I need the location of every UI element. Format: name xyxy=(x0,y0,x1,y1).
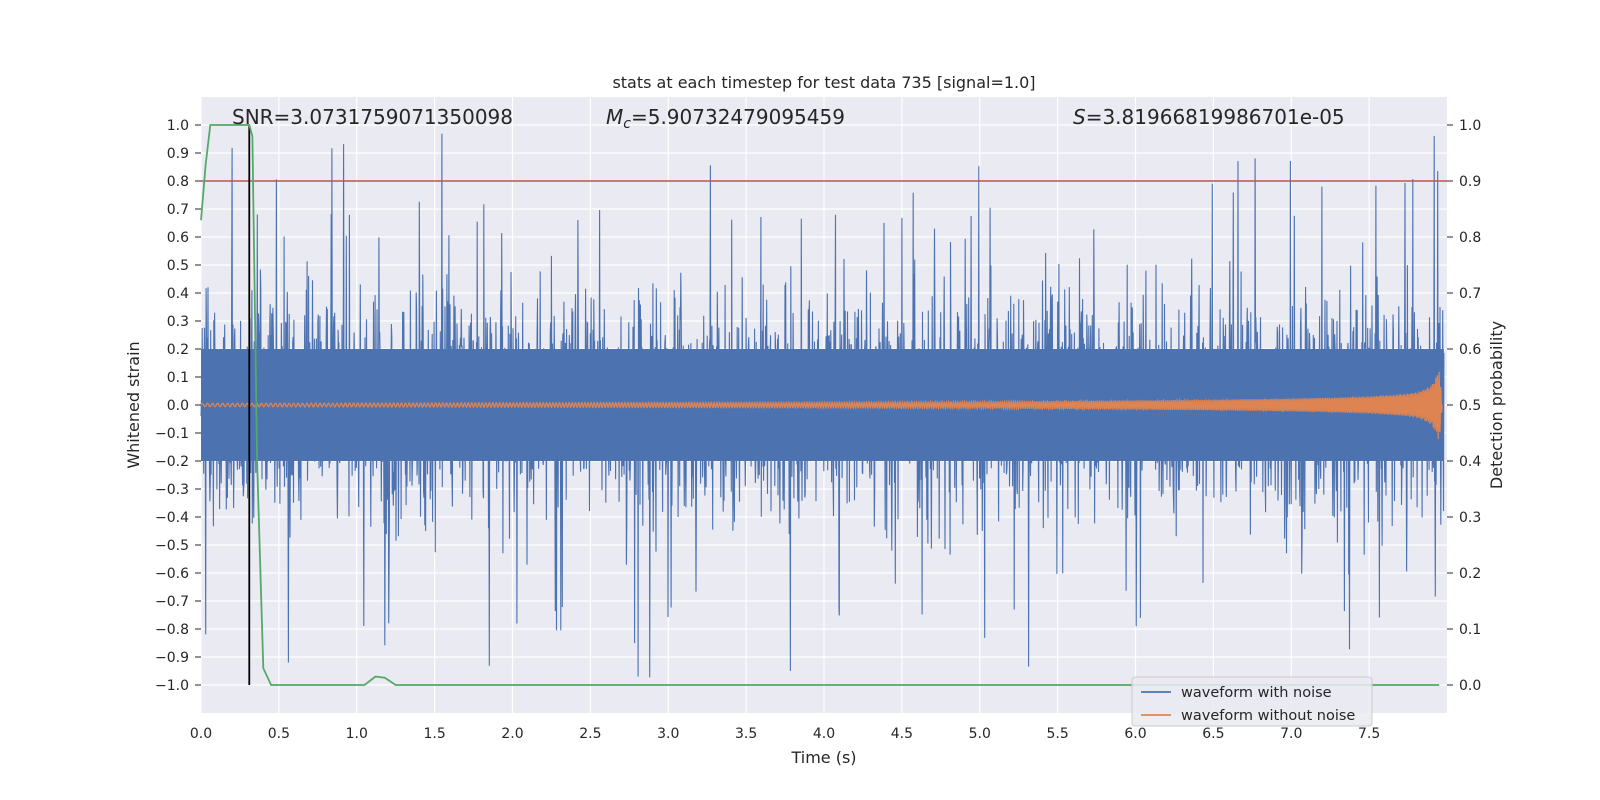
y-tick-label: 0.9 xyxy=(167,146,189,162)
y-right-tick-label: 1.0 xyxy=(1459,118,1481,134)
y-tick-label: −0.6 xyxy=(155,566,189,582)
legend-box xyxy=(1131,676,1373,727)
mc-subscript: c xyxy=(623,116,631,132)
y-tick-label: −0.4 xyxy=(155,510,189,526)
chart-title: stats at each timestep for test data 735… xyxy=(612,73,1035,92)
x-tick-label: 3.0 xyxy=(657,726,679,742)
x-tick-label: 3.5 xyxy=(735,726,757,742)
y-tick-label: 0.2 xyxy=(167,342,189,358)
y-tick-label: 0.6 xyxy=(167,230,189,246)
y-tick-label: 0.1 xyxy=(167,370,189,386)
y-right-tick-label: 0.6 xyxy=(1459,342,1481,358)
mc-value: =5.90732479095459 xyxy=(631,105,845,129)
y-tick-label: 0.5 xyxy=(167,258,189,274)
snr-annotation: SNR=3.0731759071350098 xyxy=(232,105,513,129)
y-tick-label: −0.2 xyxy=(155,454,189,470)
chirp-mass-annotation: Mc=5.90732479095459 xyxy=(606,105,845,132)
y-tick-label: 0.4 xyxy=(167,286,189,302)
s-value: =3.81966819986701e-05 xyxy=(1086,105,1345,129)
s-symbol: S xyxy=(1073,105,1086,129)
y-tick-label: −1.0 xyxy=(155,678,189,694)
y-tick-label: 0.0 xyxy=(167,398,189,414)
y-tick-label: 1.0 xyxy=(167,118,189,134)
y-tick-label: 0.7 xyxy=(167,202,189,218)
legend-entry-noisy: waveform with noise xyxy=(1181,685,1332,701)
x-tick-label: 1.0 xyxy=(346,726,368,742)
y-right-tick-label: 0.3 xyxy=(1459,510,1481,526)
mc-symbol: M xyxy=(606,105,623,129)
y-tick-label: −0.7 xyxy=(155,594,189,610)
clean-waveform-line xyxy=(200,371,1443,439)
x-tick-label: 5.5 xyxy=(1046,726,1068,742)
y-right-tick-label: 0.4 xyxy=(1459,454,1481,470)
series-waveform-without-noise xyxy=(200,371,1443,439)
x-tick-label: 2.0 xyxy=(501,726,523,742)
series-overlays xyxy=(200,124,1447,686)
x-tick-label: 7.0 xyxy=(1280,726,1302,742)
y-right-tick-label: 0.2 xyxy=(1459,566,1481,582)
x-axis-label: Time (s) xyxy=(790,748,856,767)
y-right-tick-label: 0.7 xyxy=(1459,286,1481,302)
x-tick-label: 4.0 xyxy=(813,726,835,742)
x-tick-label: 7.5 xyxy=(1358,726,1380,742)
legend-entry-clean: waveform without noise xyxy=(1181,708,1355,724)
x-tick-label: 0.5 xyxy=(268,726,290,742)
y-tick-label: 0.8 xyxy=(167,174,189,190)
detection-probability-line xyxy=(200,124,1440,686)
x-tick-label: 4.5 xyxy=(891,726,913,742)
x-tick-label: 0.0 xyxy=(190,726,212,742)
y-right-tick-label: 0.8 xyxy=(1459,230,1481,246)
y-axis-label: Whitened strain xyxy=(124,341,143,468)
y-tick-label: −0.8 xyxy=(155,622,189,638)
x-tick-label: 2.5 xyxy=(579,726,601,742)
x-tick-label: 6.0 xyxy=(1124,726,1146,742)
legend: waveform with noise waveform without noi… xyxy=(1131,676,1373,727)
x-tick-label: 6.5 xyxy=(1202,726,1224,742)
y-right-tick-label: 0.1 xyxy=(1459,622,1481,638)
axis-ticks: 0.0 0.5 1.0 1.5 2.0 2.5 3.0 3.5 4.0 4.5 5.0 5.5 6.0 6… xyxy=(155,118,1481,742)
y-right-axis-label: Detection probability xyxy=(1487,321,1506,489)
y-tick-label: −0.3 xyxy=(155,482,189,498)
y-tick-label: −0.1 xyxy=(155,426,189,442)
s-annotation: S=3.81966819986701e-05 xyxy=(1073,105,1345,129)
x-tick-label: 1.5 xyxy=(423,726,445,742)
y-tick-label: −0.9 xyxy=(155,650,189,666)
y-tick-label: 0.3 xyxy=(167,314,189,330)
y-tick-label: −0.5 xyxy=(155,538,189,554)
y-right-tick-label: 0.5 xyxy=(1459,398,1481,414)
y-right-tick-label: 0.9 xyxy=(1459,174,1481,190)
y-right-tick-label: 0.0 xyxy=(1459,678,1481,694)
x-tick-label: 5.0 xyxy=(969,726,991,742)
